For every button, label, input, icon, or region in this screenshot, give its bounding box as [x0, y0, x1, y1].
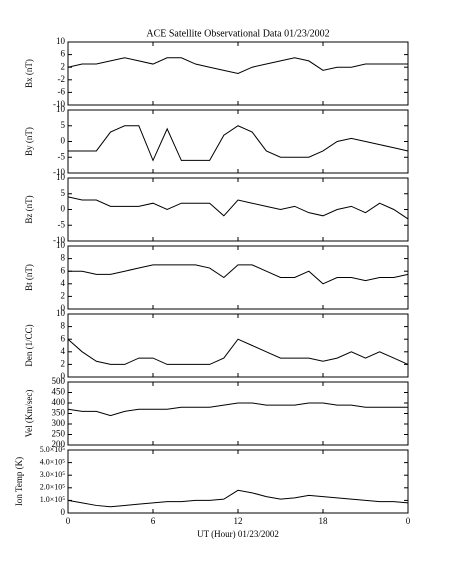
y-tick-label: -10 [53, 235, 65, 245]
data-line [67, 57, 408, 75]
y-tick-label: 250 [52, 429, 66, 439]
y-tick-label: 2.0×10⁵ [40, 483, 66, 492]
y-tick-label: 0 [61, 371, 66, 381]
y-axis-label: Den (1/CC) [24, 324, 34, 366]
y-tick-label: -2 [58, 74, 66, 84]
y-axis-label: Bt (nT) [24, 264, 34, 291]
y-tick-label: 0 [61, 303, 66, 313]
y-axis-label: By (nT) [24, 127, 34, 156]
data-line [67, 338, 409, 365]
x-tick-label: 12 [234, 516, 243, 526]
y-tick-label: -6 [58, 86, 66, 96]
data-line [68, 264, 409, 285]
x-tick-label: 0 [66, 516, 71, 526]
y-tick-label: 8 [61, 253, 66, 263]
panel-frame [67, 313, 409, 378]
y-tick-label: 6 [61, 265, 66, 275]
y-axis-label: Bz (nT) [24, 195, 34, 223]
y-tick-label: 4 [61, 278, 66, 288]
y-tick-label: 10 [56, 36, 66, 46]
y-tick-label: 350 [52, 408, 66, 418]
y-tick-label: 200 [52, 439, 66, 449]
data-line [67, 489, 409, 508]
y-tick-label: 4 [61, 346, 66, 356]
y-tick-label: 10 [56, 240, 66, 250]
y-tick-label: 0 [61, 204, 66, 214]
y-tick-label: 3.0×10⁵ [40, 470, 66, 479]
y-tick-label: -5 [58, 219, 66, 229]
y-tick-label: 2 [61, 358, 66, 368]
y-tick-label: 5 [61, 120, 66, 130]
y-tick-label: 8 [61, 321, 66, 331]
y-tick-label: 0 [61, 507, 66, 517]
y-tick-label: -10 [53, 167, 65, 177]
x-tick-label: 18 [319, 516, 329, 526]
panel-frame [67, 449, 409, 514]
y-axis-label: Vel (Km/sec) [24, 390, 34, 438]
y-tick-label: 2 [61, 290, 66, 300]
y-tick-label: -10 [53, 99, 65, 109]
data-line [67, 196, 409, 220]
y-tick-label: 2 [61, 61, 66, 71]
y-tick-label: 5.0×10⁵ [40, 445, 66, 454]
y-tick-label: 450 [52, 387, 66, 397]
y-tick-label: 300 [52, 418, 66, 428]
x-tick-label: 0 [406, 516, 411, 526]
chart-title: ACE Satellite Observational Data 01/23/2… [146, 28, 329, 39]
y-axis-label: Bx (nT) [24, 59, 34, 88]
y-tick-label: 6 [61, 49, 66, 59]
y-tick-label: 1.0×10⁵ [40, 495, 66, 504]
data-line [67, 402, 408, 417]
data-line [68, 125, 409, 162]
y-tick-label: 5 [61, 188, 66, 198]
y-tick-label: 10 [56, 104, 66, 114]
x-tick-label: 6 [151, 516, 156, 526]
y-tick-label: 10 [56, 172, 66, 182]
y-tick-label: 400 [52, 397, 66, 407]
x-axis-label: UT (Hour) 01/23/2002 [197, 529, 279, 539]
panel-frame [67, 245, 409, 310]
y-axis-label: Ion Temp (K) [14, 457, 24, 506]
y-tick-label: 10 [56, 308, 66, 318]
panel-frame [67, 177, 409, 242]
y-tick-label: -5 [58, 151, 66, 161]
panel-frame [67, 109, 409, 174]
y-tick-label: 0 [61, 136, 66, 146]
y-tick-label: 4.0×10⁵ [40, 457, 66, 466]
y-tick-label: 6 [61, 333, 66, 343]
y-tick-label: 500 [52, 376, 66, 386]
